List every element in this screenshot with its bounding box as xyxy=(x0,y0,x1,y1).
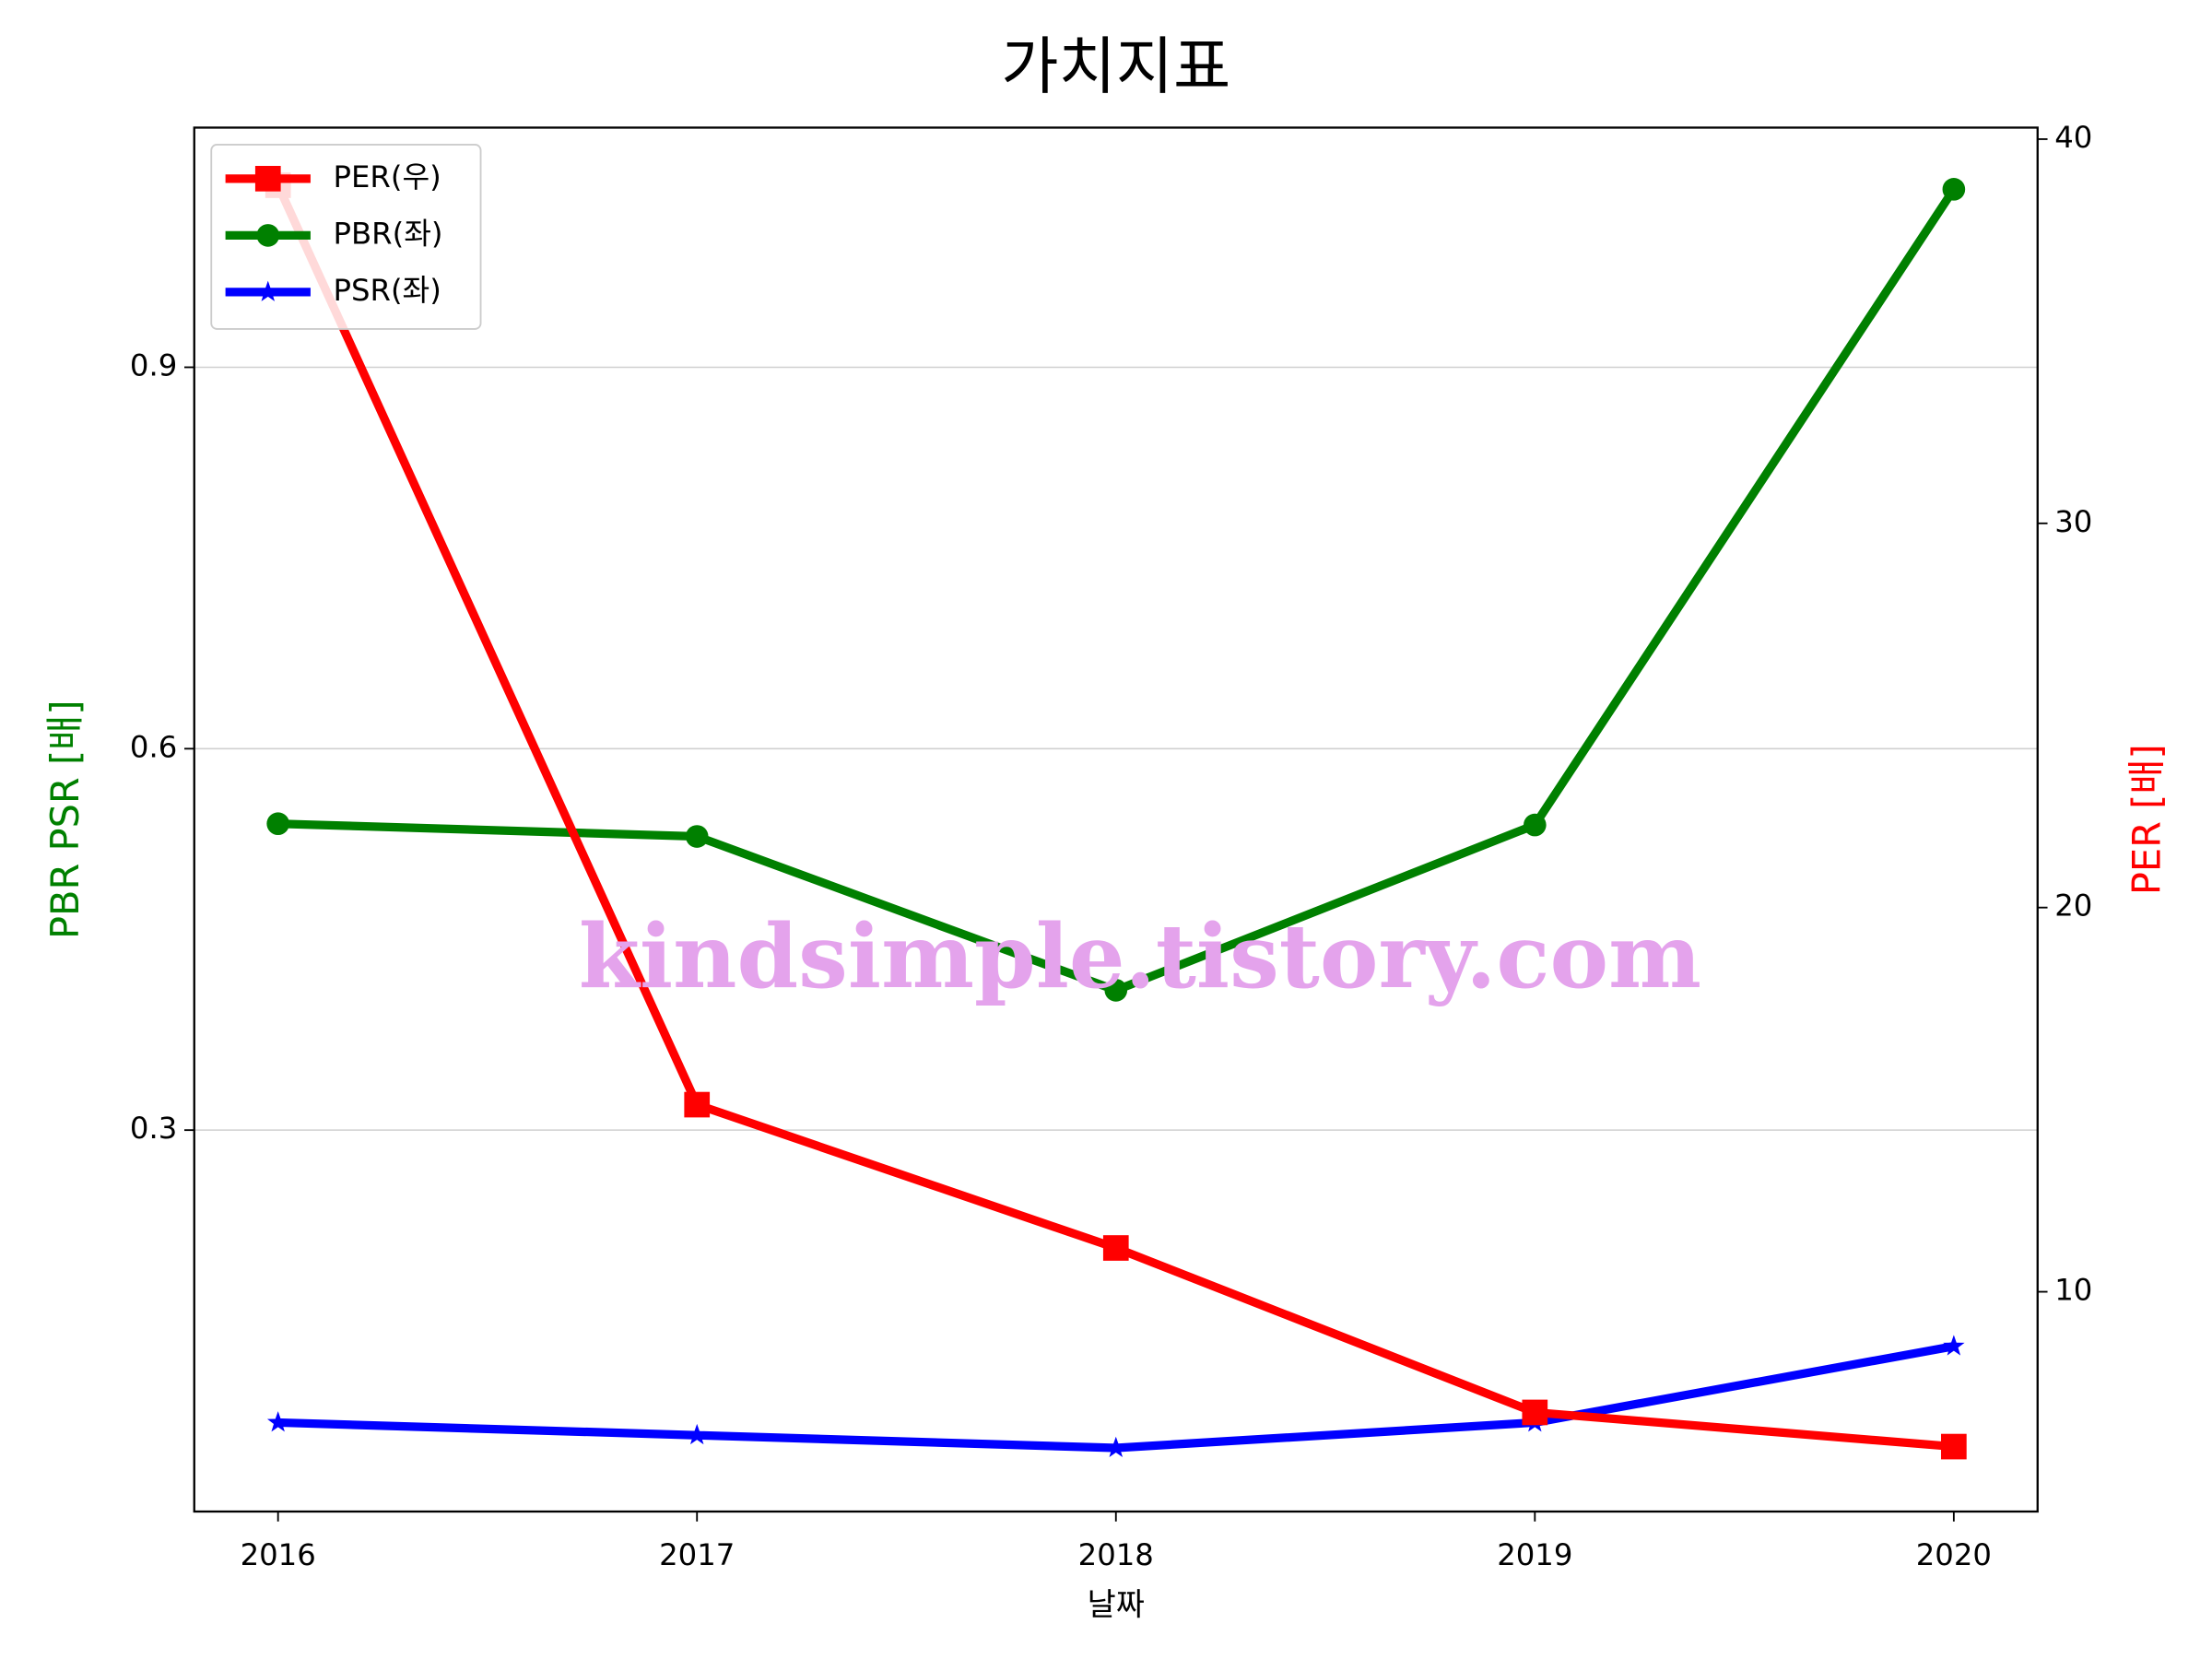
x-axis-label: 날짜 xyxy=(1088,1587,1145,1623)
y-axis-label: PBR PSR [배] xyxy=(42,700,88,939)
y2-tick-label: 10 xyxy=(2054,1273,2092,1308)
x-tick-label: 2020 xyxy=(1916,1537,1992,1572)
x-tick-label: 2019 xyxy=(1497,1537,1572,1572)
marker xyxy=(1941,1434,1967,1460)
y2-tick-label: 40 xyxy=(2054,120,2092,155)
chart: 가치지표 날짜 PBR PSR [배] PER [배] 0.3 0.6 0.9 10 2… xyxy=(0,0,2212,1659)
page: {"chart_data": {"type": "line", "title":… xyxy=(0,0,2212,1659)
watermark: kindsimple.tistory.com xyxy=(579,905,1701,1008)
legend-label: PER(우) xyxy=(334,159,441,194)
x-tick-label: 2017 xyxy=(659,1537,735,1572)
chart-title: 가치지표 xyxy=(1001,29,1230,102)
y-tick-label: 0.6 xyxy=(130,729,177,764)
marker xyxy=(1524,814,1547,837)
marker xyxy=(256,224,279,247)
marker xyxy=(1522,1400,1547,1426)
marker xyxy=(684,1092,710,1118)
marker xyxy=(266,812,289,835)
y2-tick-label: 20 xyxy=(2054,888,2092,924)
marker xyxy=(1943,178,1966,201)
y-tick-label: 0.3 xyxy=(130,1111,177,1146)
marker xyxy=(255,166,281,192)
x-tick-label: 2018 xyxy=(1078,1537,1154,1572)
marker xyxy=(686,825,709,848)
marker xyxy=(1103,1235,1129,1261)
x-tick-label: 2016 xyxy=(241,1537,316,1572)
y2-axis-label: PER [배] xyxy=(2124,744,2169,895)
legend-label: PSR(좌) xyxy=(334,273,441,308)
legend-label: PBR(좌) xyxy=(334,216,443,251)
y2-tick-label: 30 xyxy=(2054,504,2092,539)
y-tick-label: 0.9 xyxy=(130,347,177,382)
